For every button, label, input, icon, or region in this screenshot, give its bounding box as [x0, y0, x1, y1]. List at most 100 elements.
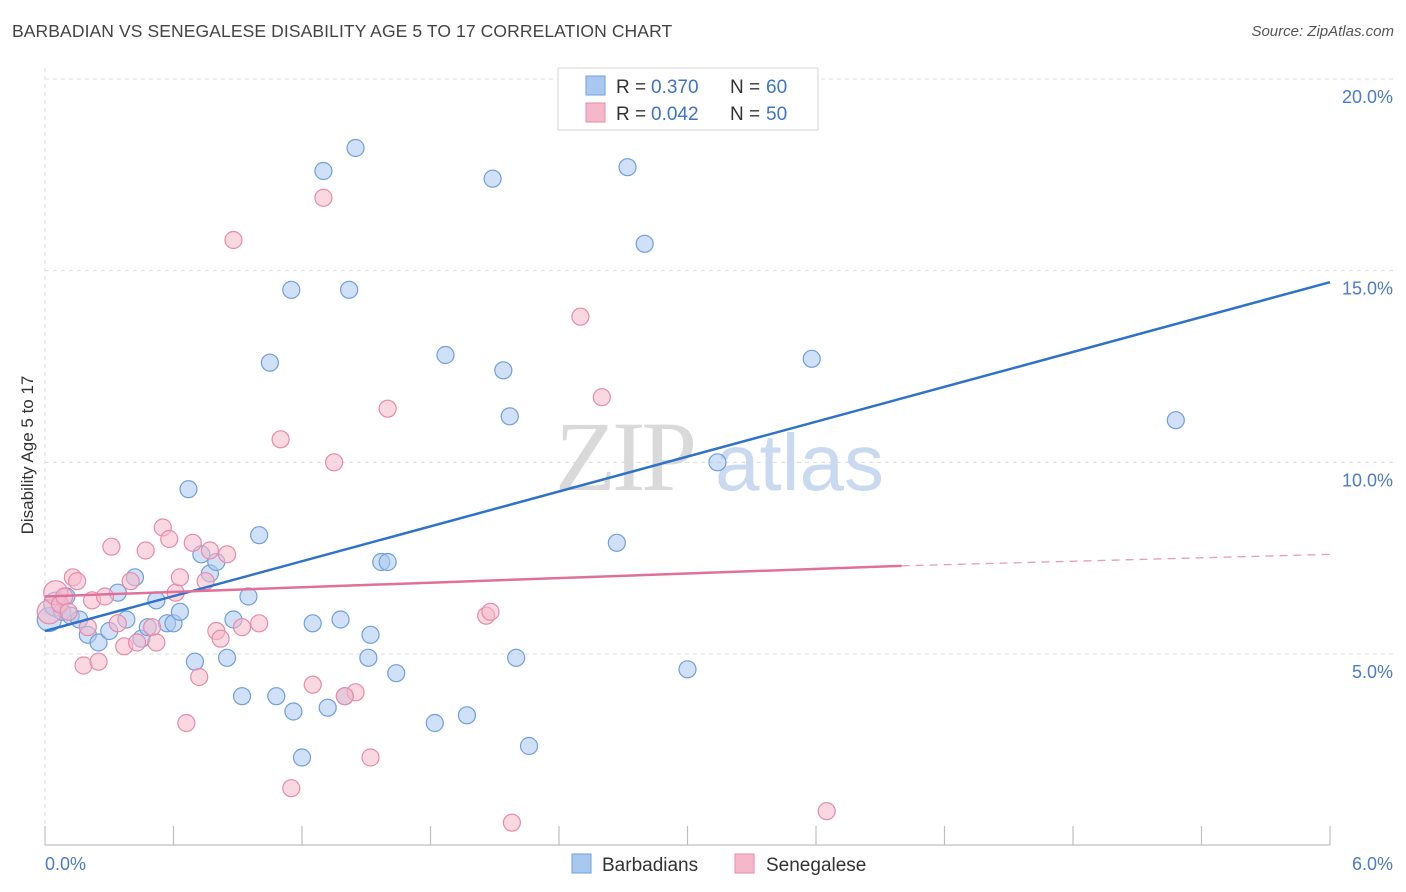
trend-lines: [44, 280, 1331, 633]
bottom-legend-swatch-barbadians: [571, 853, 592, 874]
trend-line-senegalese: [44, 564, 902, 598]
barbadians-point-48: [483, 169, 502, 188]
barbadians-point-59: [1166, 411, 1185, 430]
senegalese-point-6: [68, 572, 87, 591]
senegalese-point-34: [250, 614, 269, 633]
senegalese-point-21: [160, 529, 179, 549]
source-label: Source: ZipAtlas.com: [1251, 23, 1394, 40]
barbadians-point-7: [89, 633, 108, 652]
bottom-legend-label-barbadians: Barbadians: [602, 855, 698, 876]
barbadians-point-35: [318, 698, 337, 717]
senegalese-point-48: [817, 802, 836, 821]
legend: R = 0.370 N = 60 R = 0.042 N = 50: [557, 67, 819, 131]
barbadians-point-30: [282, 280, 301, 299]
trend-line-senegalese-extension: [901, 553, 1331, 567]
senegalese-point-16: [127, 633, 147, 652]
senegalese-point-15: [121, 572, 140, 591]
senegalese-point-19: [147, 633, 166, 652]
x-axis-ticks: [44, 826, 1331, 845]
legend-r-value-barbadians: 0.370: [651, 77, 699, 98]
barbadians-point-36: [331, 610, 350, 629]
legend-n-value-barbadians: 60: [766, 77, 787, 98]
bottom-legend: Barbadians Senegalese: [571, 853, 866, 876]
barbadians-point-57: [708, 453, 727, 472]
senegalese-point-4: [59, 602, 78, 621]
barbadians-point-27: [250, 526, 269, 545]
senegalese-point-41: [361, 748, 380, 767]
legend-n-label-senegalese: N =: [730, 104, 765, 125]
senegalese-point-31: [217, 545, 237, 564]
barbadians-point-34: [314, 161, 333, 181]
barbadians-point-58: [802, 349, 821, 368]
barbadians-point-44: [387, 664, 406, 683]
x-tick-label-min: 0.0%: [45, 854, 86, 874]
senegalese-point-12: [102, 537, 121, 556]
barbadians-point-18: [179, 480, 198, 499]
legend-r-label-senegalese: R =: [616, 104, 651, 125]
y-tick-label-0: 5.0%: [1352, 662, 1393, 682]
senegalese-point-11: [95, 587, 115, 606]
senegalese-point-17: [136, 541, 155, 560]
barbadians-point-23: [217, 648, 237, 667]
senegalese-point-45: [502, 813, 521, 832]
watermark-zip: ZIP: [555, 401, 693, 512]
barbadians-point-32: [292, 748, 312, 767]
barbadians-point-41: [361, 625, 380, 644]
watermark-atlas: atlas: [715, 418, 884, 507]
senegalese-point-25: [183, 533, 202, 552]
senegalese-point-44: [481, 602, 500, 621]
y-tick-label-2: 15.0%: [1342, 279, 1393, 299]
y-tick-label-1: 10.0%: [1342, 470, 1393, 490]
barbadians-point-56: [678, 660, 697, 679]
chart-title: BARBADIAN VS SENEGALESE DISABILITY AGE 5…: [12, 21, 673, 41]
senegalese-point-38: [314, 188, 333, 207]
senegalese-point-24: [177, 713, 196, 733]
barbadians-point-50: [500, 407, 519, 426]
y-tick-labels: 5.0% 10.0% 15.0% 20.0%: [1342, 87, 1393, 682]
senegalese-point-30: [211, 629, 230, 648]
senegalese-point-7: [74, 656, 93, 675]
senegalese-point-35: [271, 430, 290, 449]
barbadians-point-19: [185, 652, 205, 671]
senegalese-point-28: [200, 541, 220, 560]
barbadians-point-54: [618, 158, 637, 177]
senegalese-point-18: [142, 618, 162, 637]
barbadians-point-51: [507, 648, 526, 667]
senegalese-point-47: [592, 388, 611, 407]
barbadians-point-29: [267, 687, 286, 706]
trend-line-barbadians: [44, 280, 1331, 633]
barbadians-point-55: [635, 234, 654, 253]
barbadians-point-47: [457, 706, 477, 725]
barbadians-point-49: [494, 361, 513, 380]
barbadians-point-38: [340, 280, 359, 299]
senegalese-point-23: [170, 568, 190, 587]
barbadians-point-53: [607, 533, 626, 552]
x-tick-label-max: 6.0%: [1352, 854, 1393, 874]
barbadians-point-40: [359, 648, 378, 667]
legend-swatch-barbadians: [585, 75, 606, 96]
barbadians-point-31: [284, 702, 303, 721]
senegalese-point-33: [232, 618, 252, 637]
series-senegalese: [36, 188, 836, 832]
bottom-legend-label-senegalese: Senegalese: [766, 855, 866, 876]
senegalese-point-46: [571, 307, 590, 326]
senegalese-point-37: [303, 675, 322, 694]
legend-n-label-barbadians: N =: [730, 77, 765, 98]
senegalese-point-42: [378, 399, 397, 418]
legend-n-value-senegalese: 50: [766, 104, 787, 125]
y-axis-title: Disability Age 5 to 17: [18, 376, 37, 535]
barbadians-point-45: [425, 713, 444, 733]
legend-r-value-senegalese: 0.042: [651, 104, 699, 125]
barbadians-point-52: [519, 736, 539, 756]
barbadians-point-25: [232, 687, 252, 706]
barbadians-point-17: [170, 602, 190, 621]
y-tick-label-3: 20.0%: [1342, 87, 1393, 107]
senegalese-point-13: [108, 614, 127, 633]
barbadians-point-46: [436, 345, 455, 365]
legend-swatch-senegalese: [585, 102, 606, 123]
senegalese-point-49: [335, 687, 354, 706]
barbadians-point-43: [378, 552, 397, 572]
